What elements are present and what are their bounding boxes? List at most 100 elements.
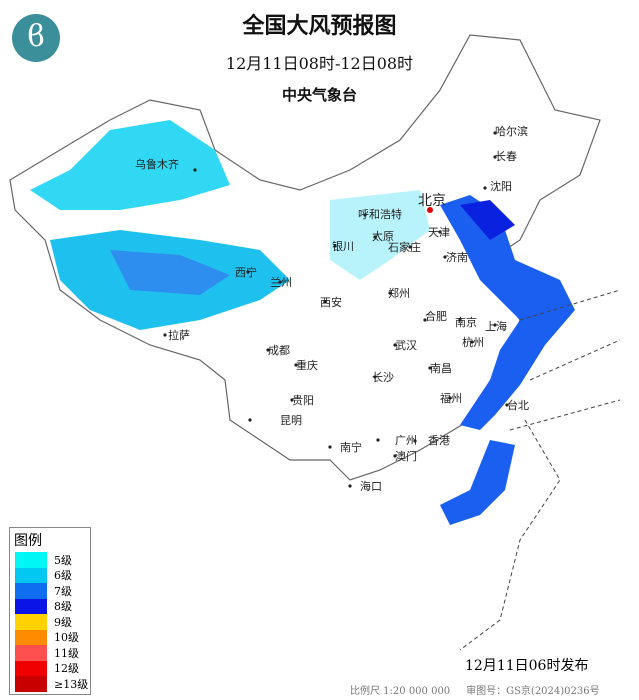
- legend: 图例 5级 6级 7级 8级 9级 10级 11级 12级 ≥13级: [9, 527, 91, 695]
- approval-number: 审图号：GS京(2024)0236号: [466, 686, 600, 697]
- city-marker: [470, 340, 474, 344]
- issuer: 中央气象台: [281, 86, 357, 104]
- wind-area-north: [330, 190, 430, 280]
- legend-swatch: [15, 567, 47, 583]
- map-title: 全国大风预报图: [242, 13, 397, 39]
- city-marker: [278, 280, 282, 284]
- city-label: 澳门: [395, 449, 417, 463]
- legend-swatch: [15, 645, 47, 661]
- legend-swatch: [15, 676, 47, 692]
- city-marker: [458, 318, 462, 322]
- city-label: 济南: [446, 250, 468, 264]
- legend-item: ≥13级: [10, 676, 90, 692]
- forecast-period: 12月11日08时-12日08时: [225, 54, 414, 73]
- city-label: 贵阳: [292, 394, 314, 407]
- legend-swatch: [15, 629, 47, 645]
- city-label: 重庆: [296, 358, 318, 372]
- city-marker: [363, 213, 367, 217]
- city-label: 香港: [428, 434, 450, 447]
- legend-item: 11级: [10, 645, 90, 661]
- city-label: 沈阳: [490, 179, 512, 193]
- city-label: 呼和浩特: [358, 207, 402, 221]
- city-label: 上海: [485, 319, 507, 333]
- map-footer: 比例尺 1:20 000 000 审图号：GS京(2024)0236号: [350, 682, 600, 697]
- legend-label: 7级: [54, 584, 72, 598]
- legend-item: 10级: [10, 629, 90, 645]
- legend-swatch: [15, 552, 47, 568]
- city-label: 哈尔滨: [495, 124, 528, 138]
- city-marker: [323, 300, 327, 304]
- city-label: 杭州: [462, 335, 484, 349]
- city-marker: [328, 445, 332, 449]
- legend-swatch: [15, 583, 47, 599]
- legend-label: 10级: [54, 631, 79, 645]
- city-label: 石家庄: [388, 240, 421, 254]
- wind-area-bohai: [460, 200, 515, 240]
- city-label: 西安: [320, 295, 342, 309]
- city-marker: [427, 207, 433, 213]
- legend-item: 6级: [10, 567, 90, 583]
- maritime-boundary: [459, 289, 621, 651]
- city-marker: [483, 186, 487, 190]
- city-marker: [493, 131, 497, 135]
- legend-label: ≥13级: [54, 677, 89, 691]
- city-label: 武汉: [395, 339, 417, 352]
- legend-label: 12级: [54, 662, 79, 676]
- legend-item: 12级: [10, 660, 90, 676]
- city-marker: [408, 245, 412, 249]
- city-label: 银川: [332, 239, 354, 253]
- legend-swatch: [15, 614, 47, 630]
- city-label: 福州: [440, 391, 462, 405]
- wind-area-xinjiang-north: [30, 120, 230, 210]
- city-marker: [193, 168, 197, 172]
- city-label: 台北: [507, 398, 529, 412]
- city-marker: [373, 375, 377, 379]
- city-marker: [438, 230, 442, 234]
- city-marker: [266, 348, 270, 352]
- city-label: 昆明: [280, 414, 302, 427]
- city-marker: [248, 418, 252, 422]
- wind-area-east-coast: [440, 195, 575, 430]
- city-marker: [448, 396, 452, 400]
- legend-item: 5级: [10, 552, 90, 568]
- legend-item: 9级: [10, 614, 90, 630]
- city-marker: [423, 318, 427, 322]
- legend-swatch: [15, 660, 47, 676]
- legend-label: 6级: [54, 569, 72, 583]
- city-label: 兰州: [270, 276, 292, 289]
- legend-label: 8级: [54, 600, 72, 614]
- city-marker: [246, 270, 250, 274]
- city-marker: [393, 343, 397, 347]
- legend-label: 9级: [54, 615, 72, 629]
- city-marker: [333, 244, 337, 248]
- city-label: 郑州: [388, 286, 410, 300]
- city-marker: [493, 323, 497, 327]
- legend-item: 8级: [10, 598, 90, 614]
- city-marker: [493, 155, 497, 159]
- city-label: 太原: [372, 230, 394, 243]
- city-marker: [443, 255, 447, 259]
- city-marker: [294, 363, 298, 367]
- city-marker: [163, 333, 167, 337]
- city-marker: [290, 398, 294, 402]
- city-label: 天津: [428, 226, 450, 239]
- legend-title: 图例: [14, 533, 42, 549]
- city-label: 南昌: [430, 362, 452, 375]
- city-label: 海口: [360, 479, 382, 493]
- city-label: 广州: [395, 434, 417, 447]
- city-label: 南宁: [340, 440, 362, 454]
- legend-swatch: [15, 598, 47, 614]
- wind-area-qinghai-core: [110, 250, 230, 295]
- city-label: 乌鲁木齐: [135, 157, 179, 171]
- city-label: 西宁: [235, 265, 257, 279]
- city-label: 长春: [495, 150, 517, 163]
- legend-label: 5级: [54, 553, 72, 567]
- city-label: 长沙: [372, 371, 394, 384]
- legend-label: 11级: [54, 646, 79, 660]
- cma-logo-icon: ϐ: [12, 14, 60, 62]
- city-marker: [505, 403, 509, 407]
- city-label: 成都: [268, 344, 290, 357]
- city-marker: [393, 454, 397, 458]
